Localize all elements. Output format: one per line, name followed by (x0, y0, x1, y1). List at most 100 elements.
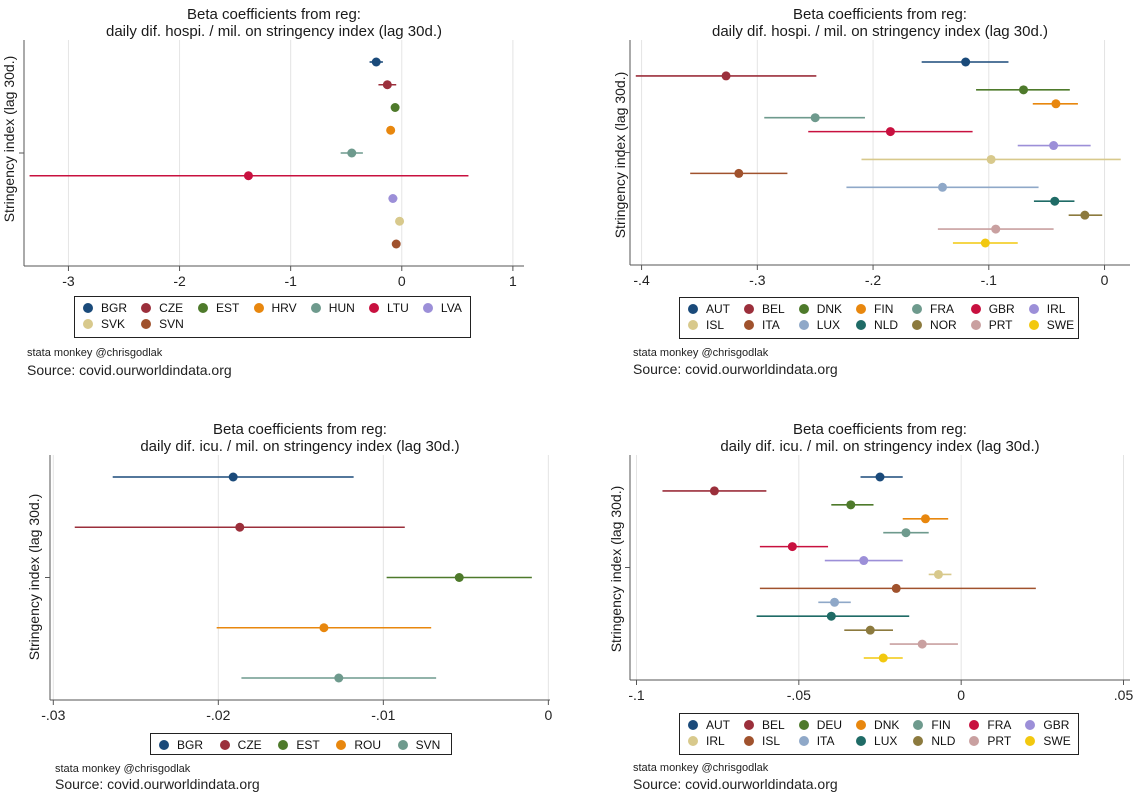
legend-item-rou: ROU (336, 737, 383, 753)
legend-item-prt: PRT (969, 733, 1011, 749)
point-irl (933, 569, 943, 579)
x-tick-label: -.1 (628, 687, 645, 703)
chart-title-line2: daily dif. hospi. / mil. on stringency i… (106, 23, 442, 40)
legend-item-ita: ITA (744, 317, 785, 333)
legend-item-gbr: GBR (970, 301, 1015, 317)
legend-item-bgr: BGR (83, 300, 127, 316)
point-deu (846, 500, 856, 510)
point-fra (810, 113, 820, 123)
legend-marker (83, 319, 93, 329)
legend-label: BGR (101, 301, 128, 315)
point-gbr (885, 127, 895, 137)
point-lux (826, 611, 836, 621)
legend-item-swe: SWE (1025, 733, 1071, 749)
point-svn (334, 673, 344, 683)
legend-item-ita: ITA (798, 733, 842, 749)
point-dnk (1019, 85, 1029, 95)
chart-title-line2: daily dif. hospi. / mil. on stringency i… (712, 23, 1048, 40)
legend-label: FRA (930, 302, 955, 316)
legend-marker (798, 736, 809, 746)
legend-item-fra: FRA (969, 717, 1011, 733)
x-tick-label: -.2 (865, 272, 882, 288)
legend-item-svk: SVK (83, 316, 127, 332)
plot-area: -.03 -.02 -.01 0 (41, 455, 552, 723)
legend-marker (688, 304, 698, 314)
legend-marker (798, 720, 809, 730)
legend-marker (856, 304, 867, 314)
point-ltu (243, 171, 253, 181)
legend-label: IRL (706, 734, 725, 748)
point-lva (388, 194, 398, 203)
legend-label: EST (216, 301, 240, 315)
legend-item-lux: LUX (856, 733, 899, 749)
legend-label: BEL (762, 302, 785, 316)
point-svn (391, 239, 401, 249)
x-tick-label: 0 (544, 707, 552, 723)
legend-item-est: EST (198, 300, 240, 316)
legend-item-hrv: HRV (253, 300, 297, 316)
legend-label: CZE (237, 738, 262, 752)
legend-marker (688, 736, 698, 746)
point-cze (382, 80, 392, 90)
point-est (454, 573, 464, 582)
legend-item-gbr: GBR (1025, 717, 1070, 733)
chart-title-line2: daily dif. icu. / mil. on stringency ind… (720, 438, 1040, 455)
legend-marker (798, 304, 809, 314)
chart-title: Beta coefficients from reg: daily dif. h… (630, 6, 1130, 40)
point-ita (830, 597, 840, 607)
legend-item-isl: ISL (744, 733, 785, 749)
source-text: Source: covid.ourworldindata.org (55, 776, 260, 792)
x-tick-label: -.1 (981, 272, 998, 288)
legend-item-fra: FRA (912, 301, 957, 317)
legend: BGR CZE EST ROU SVN (150, 733, 452, 755)
legend-item-est: EST (278, 737, 322, 753)
legend-marker (856, 320, 867, 330)
x-tick-label: -.3 (749, 272, 766, 288)
chart-title: Beta coefficients from reg: daily dif. i… (630, 421, 1130, 455)
chart-title-line1: Beta coefficients from reg: (187, 6, 361, 23)
legend-item-lux: LUX (798, 317, 842, 333)
x-tick-label: -.01 (371, 707, 395, 723)
legend-item-aut: AUT (688, 717, 730, 733)
chart-panel-2: Beta coefficients from reg: daily dif. h… (0, 0, 1138, 385)
legend: AUT BEL DEU DNK FIN FRA GBR IRL ISL ITA LUX NLD PRT S… (679, 713, 1079, 755)
chart-title-line1: Beta coefficients from reg: (213, 421, 387, 438)
point-rou (319, 623, 329, 633)
legend-label: BEL (762, 718, 785, 732)
point-gbr (859, 556, 869, 566)
point-aut (875, 472, 885, 482)
point-fin (1051, 99, 1061, 109)
legend-item-irl: IRL (688, 733, 730, 749)
chart-panel-3: Beta coefficients from reg: daily dif. i… (0, 0, 560, 795)
point-hun (347, 148, 357, 158)
legend-label: BGR (177, 738, 204, 752)
legend-label: SVN (415, 738, 441, 752)
x-tick-label: -.05 (787, 687, 811, 703)
legend-marker (1025, 736, 1036, 746)
point-aut (961, 57, 971, 67)
legend-marker (1028, 304, 1039, 314)
chart-title: Beta coefficients from reg: daily dif. i… (50, 421, 550, 455)
legend-marker (1025, 720, 1036, 730)
x-tick-label: .05 (1114, 687, 1134, 703)
legend-label: NLD (931, 734, 956, 748)
chart-title-line1: Beta coefficients from reg: (793, 421, 967, 438)
legend-label: DNK (874, 718, 900, 732)
legend-label: ISL (706, 318, 725, 332)
chart-panel-1: Beta coefficients from reg: daily dif. h… (0, 0, 560, 385)
x-tick-label: -.03 (41, 707, 65, 723)
legend-label: ITA (816, 734, 835, 748)
point-swe (980, 238, 990, 248)
point-irl (1049, 141, 1059, 151)
point-isl (891, 583, 901, 593)
x-tick-label: 0 (398, 273, 406, 289)
legend-marker (913, 720, 924, 730)
legend-marker (970, 304, 981, 314)
chart-title-line2: daily dif. icu. / mil. on stringency ind… (140, 438, 460, 455)
x-tick-label: 1 (509, 273, 517, 289)
point-bgr (228, 472, 238, 482)
point-lux (938, 182, 947, 192)
legend-label: NLD (874, 318, 899, 332)
legend-marker (912, 320, 923, 330)
legend-item-prt: PRT (970, 317, 1015, 333)
